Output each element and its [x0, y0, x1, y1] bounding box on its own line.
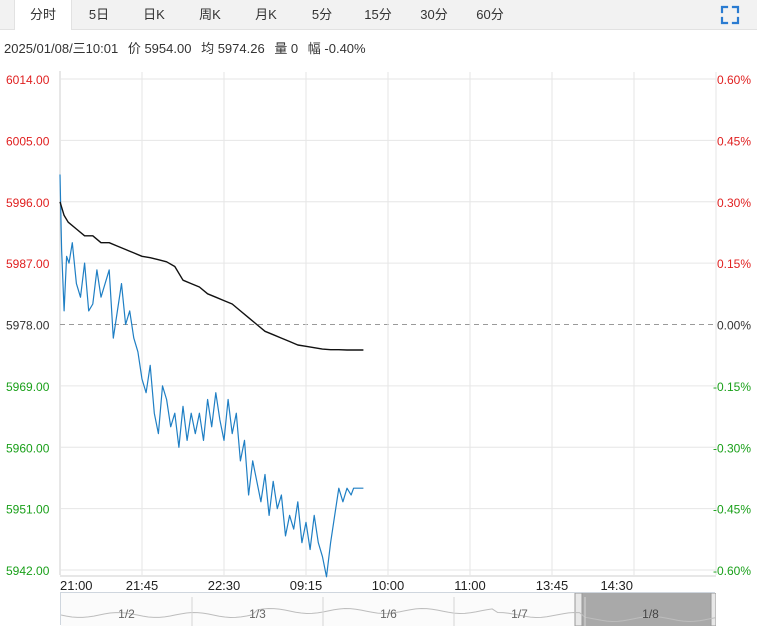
y-tick-label-left: 5969.00	[6, 380, 50, 394]
y-tick-label-right: -0.15%	[713, 380, 751, 394]
info-datetime: 2025/01/08/三10:01	[4, 41, 119, 56]
y-tick-label-left: 6005.00	[6, 134, 50, 148]
x-tick-label: 22:30	[208, 578, 241, 593]
x-tick-label: 13:45	[536, 578, 569, 593]
quote-info-line: 2025/01/08/三10:01 价 5954.00 均 5974.26 量 …	[4, 38, 372, 57]
y-tick-label-left: 5960.00	[6, 441, 50, 455]
y-tick-label-left: 5987.00	[6, 257, 50, 271]
y-tick-label-right: 0.00%	[717, 319, 751, 333]
navigator-canvas: 1/2 1/3 1/6 1/7 1/8	[60, 592, 717, 627]
tab-60min[interactable]: 60分	[476, 7, 504, 22]
y-tick-label-right: -0.30%	[713, 441, 751, 455]
tab-weekly-k[interactable]: 周K	[199, 7, 221, 22]
info-price: 价 5954.00	[127, 41, 192, 56]
expand-icon[interactable]	[719, 4, 741, 26]
x-tick-label: 11:00	[454, 578, 486, 593]
series	[59, 174, 364, 578]
y-tick-label-right: 0.60%	[717, 73, 751, 87]
y-tick-label-left: 5951.00	[6, 503, 50, 517]
tab-monthly-k[interactable]: 月K	[255, 7, 277, 22]
x-axis-time: 21:00 21:45 22:30 09:15 10:00 11:00 13:45 14:30	[60, 578, 633, 593]
price-line	[59, 174, 364, 578]
grid	[59, 71, 717, 577]
navigator-date-label: 1/2	[118, 607, 135, 621]
tab-intraday[interactable]: 分时	[14, 0, 72, 30]
y-tick-label-left: 5996.00	[6, 196, 50, 210]
y-tick-label-right: -0.45%	[713, 503, 751, 517]
x-tick-label: 10:00	[372, 578, 405, 593]
x-tick-label: 21:45	[126, 578, 159, 593]
y-tick-label-left: 5978.00	[6, 319, 50, 333]
tab-30min[interactable]: 30分	[420, 7, 448, 22]
x-tick-label: 09:15	[290, 578, 323, 593]
info-change: 幅 -0.40%	[307, 41, 366, 56]
time-navigator[interactable]: 1/2 1/3 1/6 1/7 1/8	[60, 592, 717, 627]
navigator-date-label: 1/7	[511, 607, 528, 621]
navigator-overview-line	[60, 607, 717, 623]
navigator-date-label: 1/8	[642, 607, 659, 621]
x-tick-label: 14:30	[600, 578, 633, 593]
y-axis-price: 6014.00 6005.00 5996.00 5987.00 5978.00 5969.…	[6, 73, 50, 578]
info-volume: 量 0	[274, 41, 299, 56]
tab-5min[interactable]: 5分	[311, 7, 333, 22]
tab-daily-k[interactable]: 日K	[143, 7, 165, 22]
navigator-date-label: 1/3	[249, 607, 266, 621]
period-tab-bar: 分时 5日 日K 周K 月K 5分 15分 30分 60分	[0, 0, 757, 30]
y-tick-label-left: 5942.00	[6, 564, 50, 578]
y-tick-label-right: 0.30%	[717, 196, 751, 210]
x-tick-label: 21:00	[60, 578, 93, 593]
y-tick-label-right: 0.45%	[717, 134, 751, 148]
tab-5day[interactable]: 5日	[88, 7, 110, 22]
info-average: 均 5974.26	[201, 41, 265, 56]
y-tick-label-right: 0.15%	[717, 257, 751, 271]
tab-15min[interactable]: 15分	[364, 7, 392, 22]
navigator-handle-right	[710, 592, 717, 627]
y-axis-percent: 0.60% 0.45% 0.30% 0.15% 0.00% -0.15% -0.30% -0.…	[713, 73, 751, 578]
navigator-date-label: 1/6	[380, 607, 397, 621]
navigator-handle-left	[574, 592, 583, 627]
average-line	[59, 201, 364, 351]
y-tick-label-left: 6014.00	[6, 73, 50, 87]
y-tick-label-right: -0.60%	[713, 564, 751, 578]
